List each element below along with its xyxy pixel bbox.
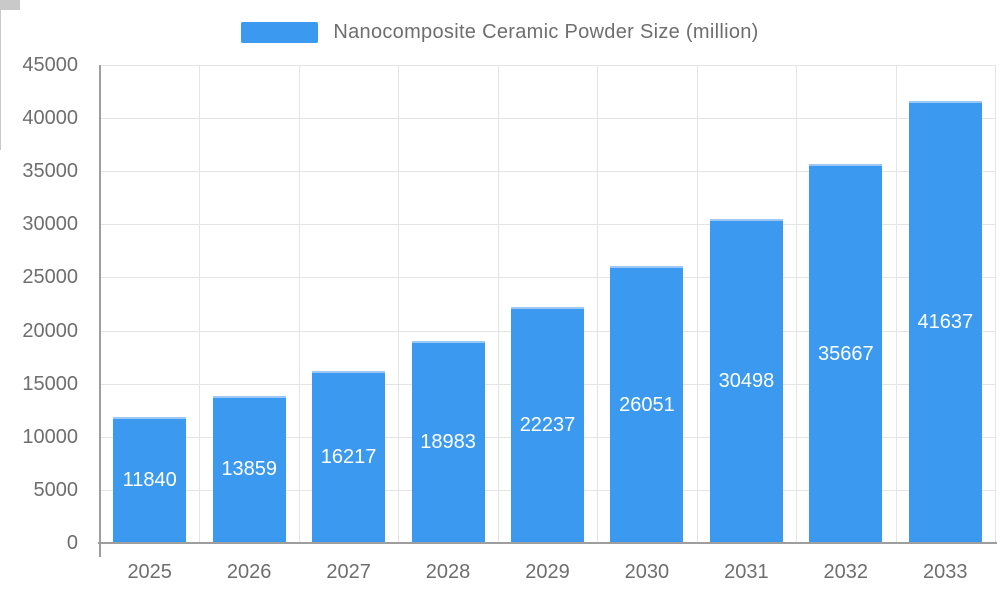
y-axis-tick <box>0 1 20 2</box>
bar-2028[interactable] <box>411 341 485 543</box>
x-axis-tick <box>0 136 1 150</box>
y-tick-label: 5000 <box>33 478 79 501</box>
bar-2027[interactable] <box>312 370 386 543</box>
bar-value-label: 22237 <box>519 413 576 436</box>
gridline-vertical <box>995 65 996 543</box>
legend-label: Nanocomposite Ceramic Powder Size (milli… <box>333 21 759 43</box>
x-axis-tick <box>0 108 1 122</box>
x-tick-label: 2029 <box>525 561 570 583</box>
y-axis-tick <box>0 7 20 8</box>
y-axis-tick <box>0 2 20 3</box>
bar-value-label: 30498 <box>718 370 775 392</box>
x-tick-label: 2025 <box>127 561 172 583</box>
x-axis-tick <box>0 52 1 66</box>
x-axis-tick <box>0 66 1 80</box>
bar-value-label: 11840 <box>122 469 177 492</box>
bar-2026[interactable] <box>212 395 286 543</box>
y-tick-label: 30000 <box>22 213 78 236</box>
x-tick-label: 2033 <box>923 561 968 583</box>
x-axis-tick <box>0 24 1 38</box>
gridline-horizontal <box>100 118 995 120</box>
bar-2031[interactable] <box>709 219 783 543</box>
bar-value-label: 13859 <box>221 458 277 481</box>
gridline-vertical <box>398 65 400 543</box>
y-axis-tick <box>0 9 20 10</box>
y-tick-label: 15000 <box>22 372 78 395</box>
x-axis-tick <box>0 38 1 52</box>
x-axis-tick <box>0 10 1 24</box>
y-tick-label: 25000 <box>22 266 78 289</box>
gridline-vertical <box>497 65 499 543</box>
x-axis-tick <box>0 94 1 108</box>
y-axis-tick <box>0 0 20 1</box>
legend-swatch-icon <box>241 22 319 43</box>
bar-value-label: 41637 <box>917 310 974 333</box>
bar-2032[interactable] <box>809 164 883 543</box>
y-tick-label: 45000 <box>22 54 78 76</box>
y-tick-label: 0 <box>66 532 78 554</box>
x-axis-tick <box>0 80 1 94</box>
plot-area: 0 5000 10000 15000 20000 25000 30000 35000 40000… <box>0 0 1000 583</box>
legend[interactable]: Nanocomposite Ceramic Powder Size (milli… <box>0 21 1000 44</box>
x-tick-label: 2028 <box>425 561 471 583</box>
bar-value-label: 35667 <box>817 342 874 365</box>
gridline-horizontal <box>100 224 995 226</box>
gridline-vertical <box>298 65 300 543</box>
y-axis-line <box>99 65 101 557</box>
bar-2029[interactable] <box>511 306 584 543</box>
y-axis-tick <box>0 4 20 5</box>
bar-2033[interactable] <box>908 100 982 543</box>
x-axis-tick <box>0 122 1 136</box>
y-tick-label: 35000 <box>22 160 78 183</box>
bar-value-label: 18983 <box>420 431 476 454</box>
x-tick-label: 2026 <box>226 561 272 583</box>
y-axis-tick <box>0 8 20 9</box>
bar-2025[interactable] <box>113 417 187 543</box>
y-tick-label: 10000 <box>22 425 78 448</box>
gridline-vertical <box>597 65 599 543</box>
gridline-horizontal <box>100 65 995 66</box>
y-tick-label: 20000 <box>22 319 78 342</box>
x-tick-label: 2027 <box>326 561 371 583</box>
y-axis-tick <box>0 5 20 6</box>
y-tick-label: 40000 <box>22 107 78 130</box>
bar-value-label: 16217 <box>320 445 377 468</box>
bar-2030[interactable] <box>610 266 684 543</box>
y-axis-tick <box>0 3 20 4</box>
bar-value-label: 26051 <box>619 393 675 416</box>
gridline-horizontal <box>100 171 995 173</box>
gridline-horizontal <box>100 277 995 279</box>
gridline-vertical <box>696 65 698 543</box>
gridline-vertical <box>199 65 201 543</box>
y-axis-tick <box>0 6 20 7</box>
gridline-vertical <box>796 65 798 543</box>
gridline-vertical <box>895 65 897 543</box>
x-tick-label: 2031 <box>724 561 769 583</box>
x-tick-label: 2032 <box>823 561 869 583</box>
x-axis-line <box>98 542 997 544</box>
x-tick-label: 2030 <box>624 561 670 583</box>
